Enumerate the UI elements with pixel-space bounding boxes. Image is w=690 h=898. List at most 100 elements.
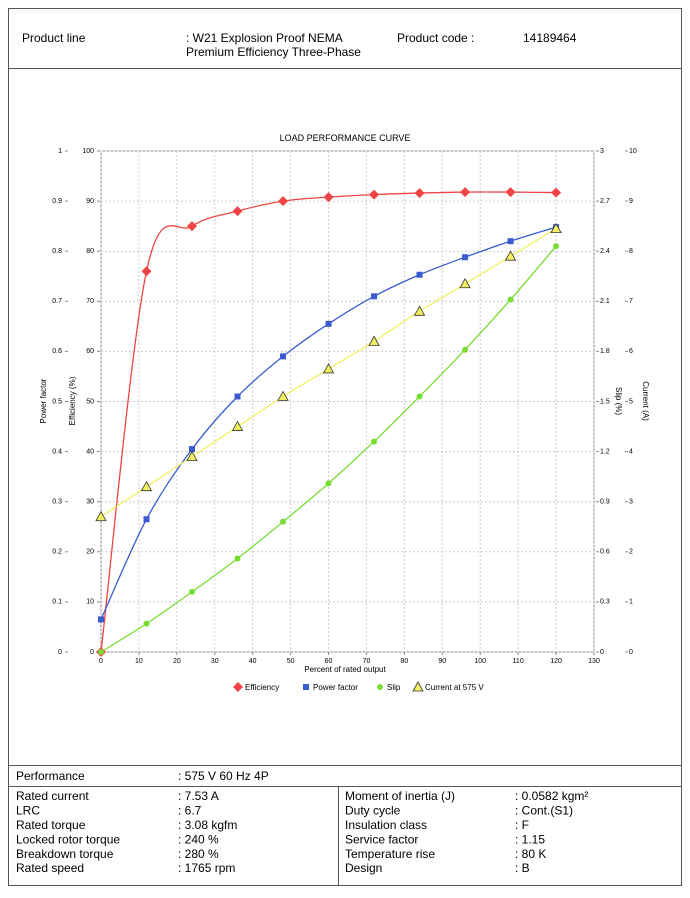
legend-marker [303, 684, 309, 690]
marker [95, 510, 107, 522]
x-tick-label: 60 [325, 658, 333, 665]
y-tick-label: 0.4 [52, 448, 62, 455]
row-label: Rated current [16, 789, 89, 803]
row-value: : 3.08 kgfm [178, 818, 237, 832]
marker [505, 187, 516, 198]
y-tick-label: 0.9 [52, 198, 62, 205]
row-label: LRC [16, 804, 40, 818]
x-tick-label: 30 [211, 658, 219, 665]
marker [231, 420, 244, 431]
row-value: : 280 % [178, 847, 219, 861]
marker [98, 649, 104, 655]
marker [325, 480, 332, 487]
y4-tick-label: 6 [629, 348, 633, 355]
marker [186, 450, 198, 462]
marker [232, 206, 243, 217]
y4-tick-label: 8 [629, 248, 633, 255]
y3-axis-label: Slip (%) [614, 387, 623, 415]
y4-tick-label: 9 [629, 198, 633, 205]
y3-tick-label: 2.7 [600, 198, 610, 205]
y3-tick-label: 0.6 [600, 549, 610, 556]
legend-label: Current at 575 V [425, 683, 484, 692]
product-code: 14189464 [523, 31, 577, 45]
x-tick-label: 90 [438, 658, 446, 665]
row-label: Design [345, 861, 382, 875]
y2-tick-label: 30 [86, 499, 94, 506]
marker [462, 254, 469, 261]
marker [507, 296, 514, 303]
row-value: : 7.53 A [178, 789, 219, 803]
y-tick-label: 0.5 [52, 398, 62, 405]
y3-tick-label: 0 [600, 649, 604, 656]
y2-tick-label: 100 [82, 148, 94, 155]
marker [413, 305, 426, 316]
marker [143, 516, 150, 523]
y2-axis-label: Efficiency (%) [68, 376, 77, 425]
legend-marker [233, 682, 243, 692]
row-label: Duty cycle [345, 804, 401, 818]
row-label: Temperature rise [345, 847, 435, 861]
marker [277, 390, 289, 401]
marker [189, 588, 196, 595]
x-tick-label: 70 [363, 658, 371, 665]
y2-tick-label: 40 [86, 448, 94, 455]
marker [98, 616, 104, 623]
x-tick-label: 50 [287, 658, 295, 665]
row-label: Moment of inertia (J) [345, 789, 455, 803]
y3-tick-label: 2.4 [600, 248, 610, 255]
x-tick-label: 80 [400, 658, 408, 665]
row-value: : 6.7 [178, 804, 202, 818]
row-label: Breakdown torque [16, 847, 114, 861]
y4-tick-label: 7 [629, 298, 633, 305]
row-label: Service factor [345, 832, 418, 846]
legend-marker [412, 681, 424, 692]
y2-tick-label: 0 [90, 649, 94, 656]
marker [325, 320, 332, 327]
y3-tick-label: 0.3 [600, 599, 610, 606]
y4-tick-label: 1 [629, 599, 633, 606]
y-tick-label: 0.7 [52, 298, 62, 305]
row-value: : 1.15 [515, 832, 545, 846]
y4-tick-label: 4 [629, 448, 633, 455]
product-line-label: Product line [22, 31, 86, 45]
marker [462, 346, 469, 353]
product-code-label: Product code : [397, 31, 474, 45]
y4-tick-label: 2 [629, 549, 633, 556]
row-label: Rated torque [16, 818, 86, 832]
x-tick-label: 120 [550, 658, 562, 665]
marker [368, 335, 380, 346]
row-label: Locked rotor torque [16, 832, 120, 846]
marker [140, 480, 153, 492]
row-value: : 1765 rpm [178, 861, 235, 875]
y3-tick-label: 1.5 [600, 398, 610, 405]
y-tick-label: 0.8 [52, 248, 62, 255]
y-tick-label: 1 [58, 148, 62, 155]
y-tick-label: 0.6 [52, 348, 62, 355]
x-tick-label: 40 [249, 658, 257, 665]
y2-tick-label: 70 [86, 298, 94, 305]
y4-axis-label: Current (A) [641, 381, 650, 421]
marker [416, 393, 423, 400]
legend-marker [377, 684, 383, 690]
legend-label: Efficiency [245, 683, 279, 692]
x-axis-label: Percent of rated output [304, 665, 386, 674]
marker [280, 353, 287, 360]
marker [371, 438, 378, 445]
row-label: Rated speed [16, 861, 84, 875]
chart-title: LOAD PERFORMANCE CURVE [280, 133, 411, 143]
marker [550, 222, 562, 234]
marker [371, 293, 378, 300]
row-value: : Cont.(S1) [515, 804, 573, 818]
marker [189, 446, 196, 453]
x-tick-label: 110 [513, 658, 524, 665]
y2-tick-label: 10 [86, 599, 94, 606]
y4-tick-label: 3 [629, 499, 633, 506]
row-value: : B [515, 861, 530, 875]
marker [507, 238, 514, 245]
y2-tick-label: 90 [86, 198, 94, 205]
x-tick-label: 20 [173, 658, 181, 665]
marker [460, 187, 471, 198]
y3-tick-label: 1.8 [600, 348, 610, 355]
y2-tick-label: 60 [86, 348, 94, 355]
